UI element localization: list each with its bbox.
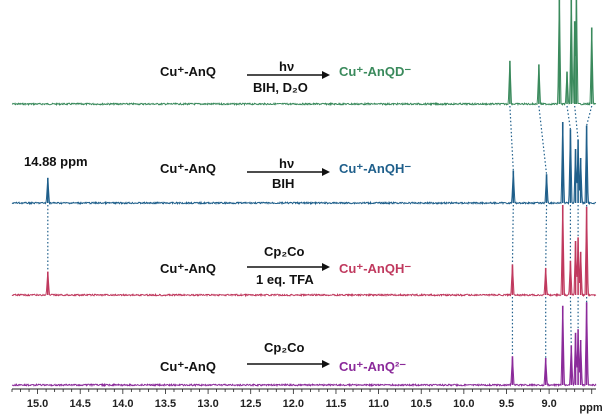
product-label-4: Cu⁺-AnQ²⁻ xyxy=(339,359,407,374)
condition-bottom-1: BIH, D₂O xyxy=(253,80,308,95)
reactant-label-4: Cu⁺-AnQ xyxy=(160,359,216,374)
reactant-label-1: Cu⁺-AnQ xyxy=(160,64,216,79)
reaction-arrowhead-3 xyxy=(322,263,330,271)
x-tick-label: 9.0 xyxy=(541,398,556,410)
spectrum-traces xyxy=(11,0,597,388)
x-tick-label: 9.5 xyxy=(499,398,514,410)
spectrum-trace-2 xyxy=(11,131,597,206)
product-label-3: Cu⁺-AnQH⁻ xyxy=(339,261,412,276)
reactant-label-3: Cu⁺-AnQ xyxy=(160,261,216,276)
condition-top-3: Cp₂Co xyxy=(264,244,305,259)
correlation-line-3-2 xyxy=(545,204,548,269)
x-axis-unit-label: ppm xyxy=(579,402,602,414)
x-axis: 15.0 14.5 14.0 13.5 13.0 12.5 12.0 11.5 11.0 10.5… xyxy=(11,388,603,414)
x-tick-label: 11.0 xyxy=(368,398,389,410)
correlation-line-2-2 xyxy=(511,204,514,265)
reaction-arrowhead-4 xyxy=(322,360,330,368)
product-label-1: Cu⁺-AnQD⁻ xyxy=(339,64,412,79)
reaction-arrowhead-1 xyxy=(322,71,330,79)
x-tick-label: 11.5 xyxy=(326,398,347,410)
condition-top-1: hν xyxy=(279,59,295,74)
x-tick-label: 12.5 xyxy=(240,398,261,410)
x-tick-label: 10.5 xyxy=(411,398,432,410)
spectrum-trace-1 xyxy=(11,3,597,107)
spectrum-trace-3 xyxy=(11,213,597,298)
x-tick-label: 12.0 xyxy=(283,398,304,410)
correlation-lines xyxy=(47,105,593,358)
condition-top-4: Cp₂Co xyxy=(264,340,305,355)
correlation-line-4-1 xyxy=(566,105,572,130)
correlation-line-6-1 xyxy=(586,105,593,126)
correlation-line-2-1 xyxy=(509,105,514,171)
correlation-line-4-3 xyxy=(569,296,572,346)
x-tick-label: 14.0 xyxy=(112,398,133,410)
x-tick-label: 15.0 xyxy=(27,398,48,410)
x-tick-label: 13.0 xyxy=(197,398,218,410)
reaction-arrowhead-2 xyxy=(322,168,330,176)
peak-annotation: 14.88 ppm xyxy=(24,154,88,169)
condition-bottom-2: BIH xyxy=(272,176,295,191)
correlation-line-3-1 xyxy=(538,105,548,175)
x-tick-label: 14.5 xyxy=(69,398,90,410)
x-tick-label: 13.5 xyxy=(155,398,176,410)
condition-top-2: hν xyxy=(279,156,295,171)
condition-bottom-3: 1 eq. TFA xyxy=(256,272,314,287)
x-tick-label: 10.0 xyxy=(453,398,474,410)
reactant-label-2: Cu⁺-AnQ xyxy=(160,161,216,176)
spectrum-trace-4 xyxy=(11,308,597,388)
product-label-2: Cu⁺-AnQH⁻ xyxy=(339,161,412,176)
correlation-line-5-1 xyxy=(574,105,579,141)
